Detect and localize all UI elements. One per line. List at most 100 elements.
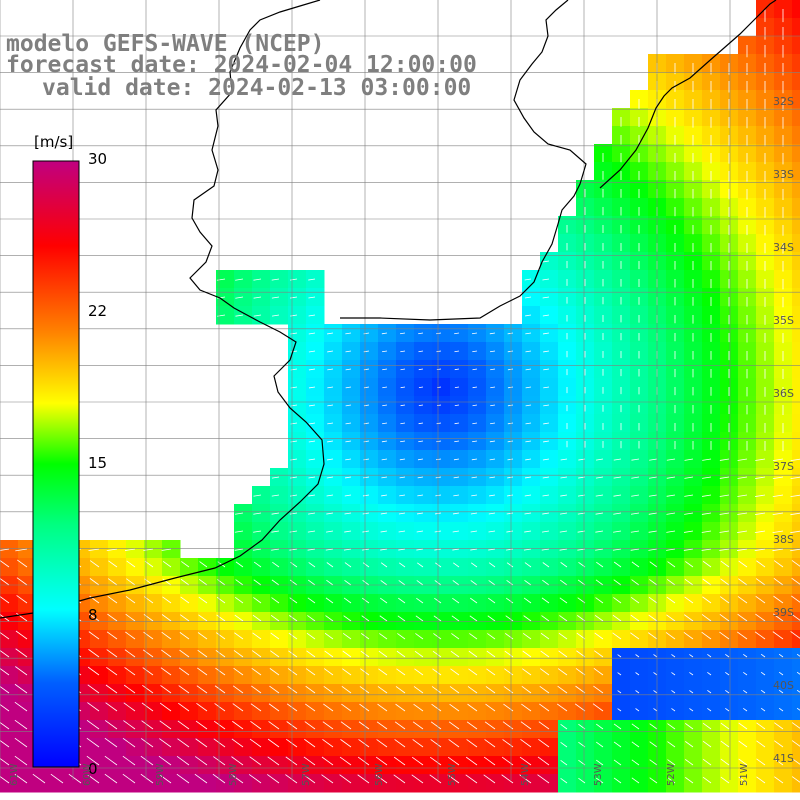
wind-vector xyxy=(341,686,352,694)
wind-cell xyxy=(270,558,289,577)
wind-cell xyxy=(396,774,415,793)
wind-vector xyxy=(234,530,244,533)
wind-vector xyxy=(725,671,730,676)
wind-cell xyxy=(684,648,703,667)
wind-vector xyxy=(594,650,604,658)
wind-cell xyxy=(108,558,127,577)
wind-cell xyxy=(288,702,307,721)
lon-label: 51W xyxy=(739,763,750,786)
wind-cell xyxy=(558,540,577,559)
wind-cell xyxy=(378,324,397,343)
wind-cell xyxy=(414,594,433,613)
wind-vector xyxy=(195,720,208,730)
wind-vector xyxy=(560,760,568,766)
wind-vector xyxy=(213,738,226,748)
wind-cell xyxy=(144,702,163,721)
wind-vector xyxy=(483,756,496,766)
wind-cell xyxy=(522,504,541,523)
wind-cell xyxy=(522,702,541,721)
wind-cell xyxy=(558,666,577,685)
wind-vector xyxy=(449,686,460,694)
wind-cell xyxy=(630,486,649,505)
wind-cell xyxy=(324,738,343,757)
wind-cell xyxy=(774,648,793,667)
wind-vector xyxy=(0,703,10,712)
wind-cell xyxy=(342,738,361,757)
wind-vector xyxy=(398,597,406,604)
wind-cell xyxy=(126,648,145,667)
wind-cell xyxy=(576,486,595,505)
wind-cell xyxy=(144,756,163,775)
wind-vector xyxy=(400,440,406,443)
wind-cell xyxy=(144,774,163,793)
wind-vector xyxy=(396,650,406,658)
wind-vector xyxy=(506,580,514,586)
wind-cell xyxy=(324,360,343,379)
wind-cell xyxy=(540,522,559,541)
wind-vector xyxy=(648,476,658,479)
wind-cell xyxy=(432,594,451,613)
wind-cell xyxy=(432,396,451,415)
wind-cell xyxy=(630,738,649,757)
wind-cell xyxy=(666,702,685,721)
wind-vector xyxy=(179,649,190,658)
wind-cell xyxy=(360,774,379,793)
wind-vector xyxy=(525,458,532,461)
wind-vector xyxy=(790,613,800,621)
wind-cell xyxy=(792,360,800,379)
wind-vector xyxy=(507,422,514,425)
wind-vector xyxy=(541,597,550,604)
wind-cell xyxy=(792,234,800,253)
wind-vector xyxy=(0,667,10,676)
wind-cell xyxy=(432,378,451,397)
wind-cell xyxy=(684,594,703,613)
wind-cell xyxy=(720,756,739,775)
wind-cell xyxy=(378,738,397,757)
wind-cell xyxy=(324,612,343,631)
wind-cell xyxy=(180,702,199,721)
wind-vector xyxy=(790,476,800,480)
wind-cell xyxy=(612,468,631,487)
wind-cell xyxy=(702,738,721,757)
wind-cell xyxy=(414,378,433,397)
wind-vectors xyxy=(0,9,800,784)
wind-vector xyxy=(465,774,478,784)
wind-cell xyxy=(756,684,775,703)
wind-vector xyxy=(595,512,604,515)
wind-vector xyxy=(433,615,442,622)
wind-cell xyxy=(666,558,685,577)
wind-vector xyxy=(488,548,496,551)
wind-cell xyxy=(684,468,703,487)
wind-cell xyxy=(162,720,181,739)
wind-vector xyxy=(321,774,334,784)
lat-label: 41S xyxy=(773,752,794,765)
wind-vector xyxy=(271,296,280,299)
wind-cell xyxy=(90,558,109,577)
wind-cell xyxy=(396,720,415,739)
wind-vector xyxy=(394,739,406,748)
wind-cell xyxy=(90,684,109,703)
wind-vector xyxy=(345,368,352,371)
wind-cell xyxy=(504,342,523,361)
wind-vector xyxy=(649,723,658,730)
wind-vector xyxy=(790,530,800,534)
wind-cell xyxy=(540,270,559,289)
wind-cell xyxy=(306,540,325,559)
wind-vector xyxy=(162,560,172,568)
wind-cell xyxy=(126,540,145,559)
wind-vector xyxy=(487,615,496,622)
wind-cell xyxy=(558,504,577,523)
wind-vector xyxy=(504,668,514,676)
wind-vector xyxy=(596,458,604,461)
wind-cell xyxy=(504,468,523,487)
wind-cell xyxy=(414,360,433,379)
wind-vector xyxy=(470,597,478,604)
wind-vector xyxy=(452,580,460,586)
wind-cell xyxy=(486,486,505,505)
wind-vector xyxy=(683,530,694,533)
wind-cell xyxy=(702,504,721,523)
wind-vector xyxy=(89,578,100,586)
wind-cell xyxy=(504,666,523,685)
wind-cell xyxy=(612,594,631,613)
wind-cell xyxy=(738,594,757,613)
